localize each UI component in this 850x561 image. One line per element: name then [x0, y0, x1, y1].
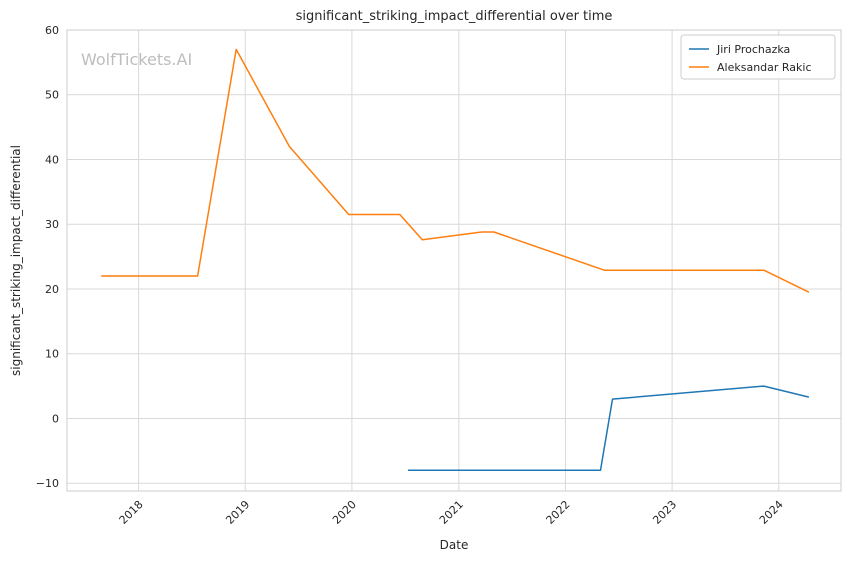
chart-title: significant_striking_impact_differential…: [296, 9, 613, 24]
y-tick-label: 20: [45, 283, 59, 296]
x-tick-label: 2023: [650, 498, 679, 527]
x-tick-label: 2019: [223, 498, 252, 527]
legend-label-1: Jiri Prochazka: [716, 43, 790, 56]
y-axis-label: significant_striking_impact_differential: [9, 145, 23, 376]
grid: [67, 29, 841, 491]
series-line-1: [408, 385, 810, 472]
legend: Jiri Prochazka Aleksandar Rakic: [680, 34, 836, 80]
y-tick-label: 60: [45, 24, 59, 37]
y-tick-label: −10: [36, 477, 59, 490]
x-axis-label: Date: [440, 538, 469, 552]
x-tick-label: 2020: [330, 498, 359, 527]
series-lines: [101, 48, 810, 472]
watermark: WolfTickets.AI: [81, 50, 192, 69]
y-tick-labels: −10 0 10 20 30 40 50 60: [36, 24, 59, 490]
x-tick-label: 2021: [437, 498, 466, 527]
series-line-2: [101, 48, 810, 293]
y-tick-label: 50: [45, 89, 59, 102]
y-tick-label: 30: [45, 218, 59, 231]
legend-box: [680, 34, 836, 80]
y-tick-label: 10: [45, 348, 59, 361]
y-tick-label: 0: [52, 412, 59, 425]
plot-frame: [66, 29, 842, 492]
x-tick-labels: 2018 2019 2020 2021 2022 2023 2024: [117, 498, 786, 527]
x-tick-label: 2022: [544, 498, 573, 527]
legend-label-2: Aleksandar Rakic: [717, 61, 812, 74]
x-tick-label: 2018: [117, 498, 146, 527]
y-tick-label: 40: [45, 153, 59, 166]
x-tick-label: 2024: [757, 498, 786, 527]
